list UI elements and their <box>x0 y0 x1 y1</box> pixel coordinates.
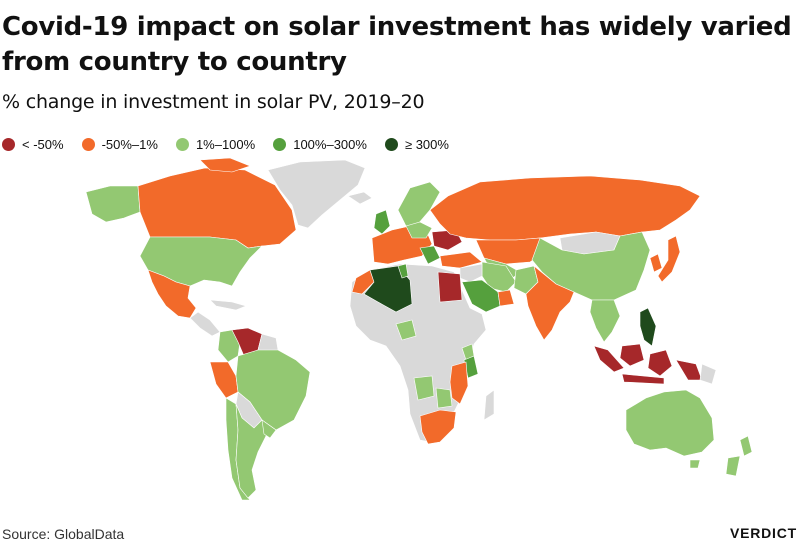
region-central-europe <box>405 221 433 239</box>
legend: < -50% -50%–1% 1%–100% 100%–300% ≥ 300% <box>2 135 467 153</box>
region-caribbean <box>209 299 247 311</box>
region-png <box>699 363 717 385</box>
region-indonesia-4 <box>621 373 665 385</box>
region-canada-islands <box>199 157 251 173</box>
region-nordic <box>397 181 441 227</box>
region-canada <box>137 167 297 249</box>
region-central-america <box>189 311 221 337</box>
region-uruguay <box>261 419 277 439</box>
legend-label: < -50% <box>22 136 64 152</box>
legend-item: 100%–300% <box>273 137 367 152</box>
region-philippines <box>639 307 657 347</box>
region-uk <box>373 209 391 235</box>
region-indonesia-1 <box>593 345 625 373</box>
legend-swatch-lt-minus50 <box>2 137 15 151</box>
legend-label: 100%–300% <box>293 136 367 152</box>
brand-logo: VERDICT <box>729 525 797 541</box>
legend-swatch-minus50-to-1 <box>81 137 95 151</box>
legend-item: < -50% <box>2 137 64 152</box>
chart-title: Covid-19 impact on solar investment has … <box>2 12 792 77</box>
region-peru <box>209 361 239 399</box>
region-indonesia-2 <box>619 343 645 367</box>
region-gulf <box>497 289 515 307</box>
region-angola <box>413 375 435 401</box>
region-balkans <box>419 245 441 265</box>
region-new-zealand <box>725 435 753 477</box>
region-india <box>525 265 575 341</box>
region-east-africa-orange <box>449 361 469 405</box>
region-alaska <box>85 185 141 223</box>
legend-swatch-1-to-100 <box>175 137 189 151</box>
region-morocco <box>351 269 375 295</box>
region-japan <box>657 235 681 283</box>
region-southeast-asia <box>589 299 621 343</box>
region-korea <box>649 253 663 273</box>
region-australia <box>625 389 715 457</box>
region-west-africa-green <box>395 319 417 341</box>
region-indonesia-5 <box>675 359 703 381</box>
region-egypt <box>437 271 463 303</box>
source-note: Source: GlobalData <box>2 526 125 542</box>
legend-label: ≥ 300% <box>404 136 449 152</box>
region-tunisia <box>397 263 409 279</box>
region-iceland <box>347 191 373 205</box>
chart-subtitle: % change in investment in solar PV, 2019… <box>2 91 425 113</box>
region-turkey <box>439 251 483 269</box>
region-russia <box>429 175 701 241</box>
region-south-africa <box>419 409 457 445</box>
region-madagascar <box>483 389 495 421</box>
legend-swatch-gte-300 <box>384 137 398 151</box>
legend-item: -50%–1% <box>81 136 158 152</box>
region-tasmania <box>689 459 701 469</box>
region-indonesia-3 <box>647 349 673 377</box>
legend-item: 1%–100% <box>175 136 256 152</box>
world-map <box>0 155 800 510</box>
legend-swatch-100-to-300 <box>273 137 287 151</box>
legend-label: 1%–100% <box>195 136 256 152</box>
region-greenland <box>267 159 366 229</box>
region-argentina <box>235 403 269 499</box>
region-southern-africa-green <box>435 387 453 409</box>
region-mexico <box>147 269 197 319</box>
legend-item: ≥ 300% <box>384 136 449 152</box>
legend-label: -50%–1% <box>101 136 158 152</box>
